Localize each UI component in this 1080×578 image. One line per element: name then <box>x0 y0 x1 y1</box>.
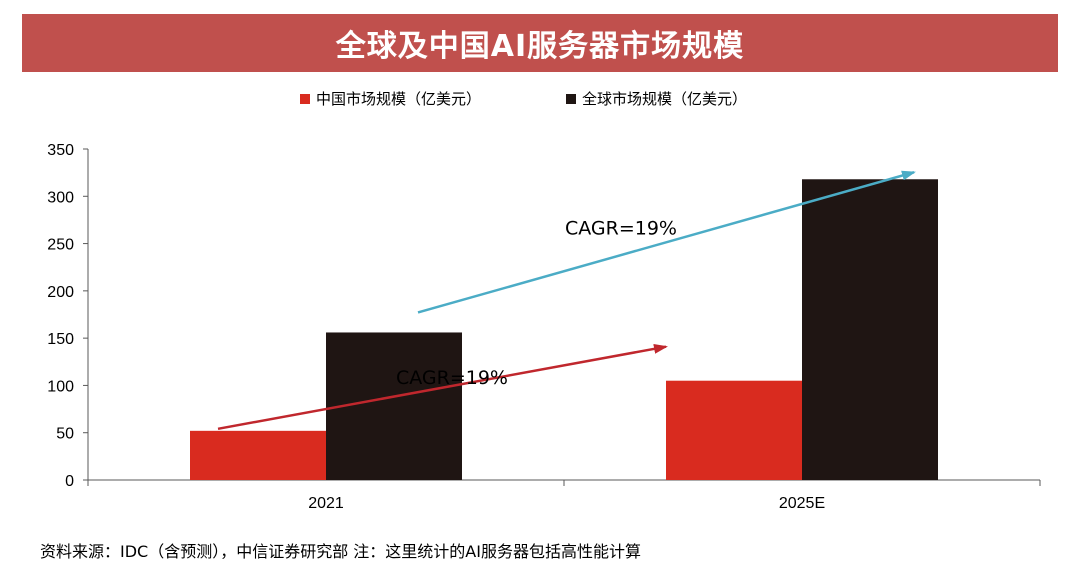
x-tick-label: 2021 <box>308 495 344 512</box>
x-tick-label: 2025E <box>779 495 825 512</box>
cagr-label-global: CAGR=19% <box>565 217 677 239</box>
y-tick-label: 200 <box>47 284 74 301</box>
legend-label-global: 全球市场规模（亿美元） <box>582 90 747 108</box>
y-tick-label: 150 <box>47 331 74 348</box>
legend-swatch-global <box>566 94 576 104</box>
bar-global-2025E <box>802 179 938 480</box>
bar-global-2021 <box>326 332 462 480</box>
cagr-arrow-china <box>217 343 668 431</box>
cagr-arrow-global <box>417 170 916 314</box>
y-tick-label: 0 <box>65 473 74 490</box>
cagr-label-china: CAGR=19% <box>396 367 508 389</box>
y-tick-label: 300 <box>47 189 74 206</box>
chart-title: 全球及中国AI服务器市场规模 <box>335 29 745 64</box>
legend-swatch-china <box>300 94 310 104</box>
legend-label-china: 中国市场规模（亿美元） <box>316 90 481 108</box>
chart-title-bar: 全球及中国AI服务器市场规模 <box>22 14 1058 72</box>
y-tick-label: 50 <box>56 426 74 443</box>
y-tick-label: 250 <box>47 237 74 254</box>
y-tick-label: 100 <box>47 378 74 395</box>
source-note: 资料来源：IDC（含预测），中信证券研究部 注：这里统计的AI服务器包括高性能计… <box>40 542 641 561</box>
bar-china-2021 <box>190 430 326 480</box>
bar-china-2025E <box>666 380 802 480</box>
y-tick-label: 350 <box>47 142 74 159</box>
